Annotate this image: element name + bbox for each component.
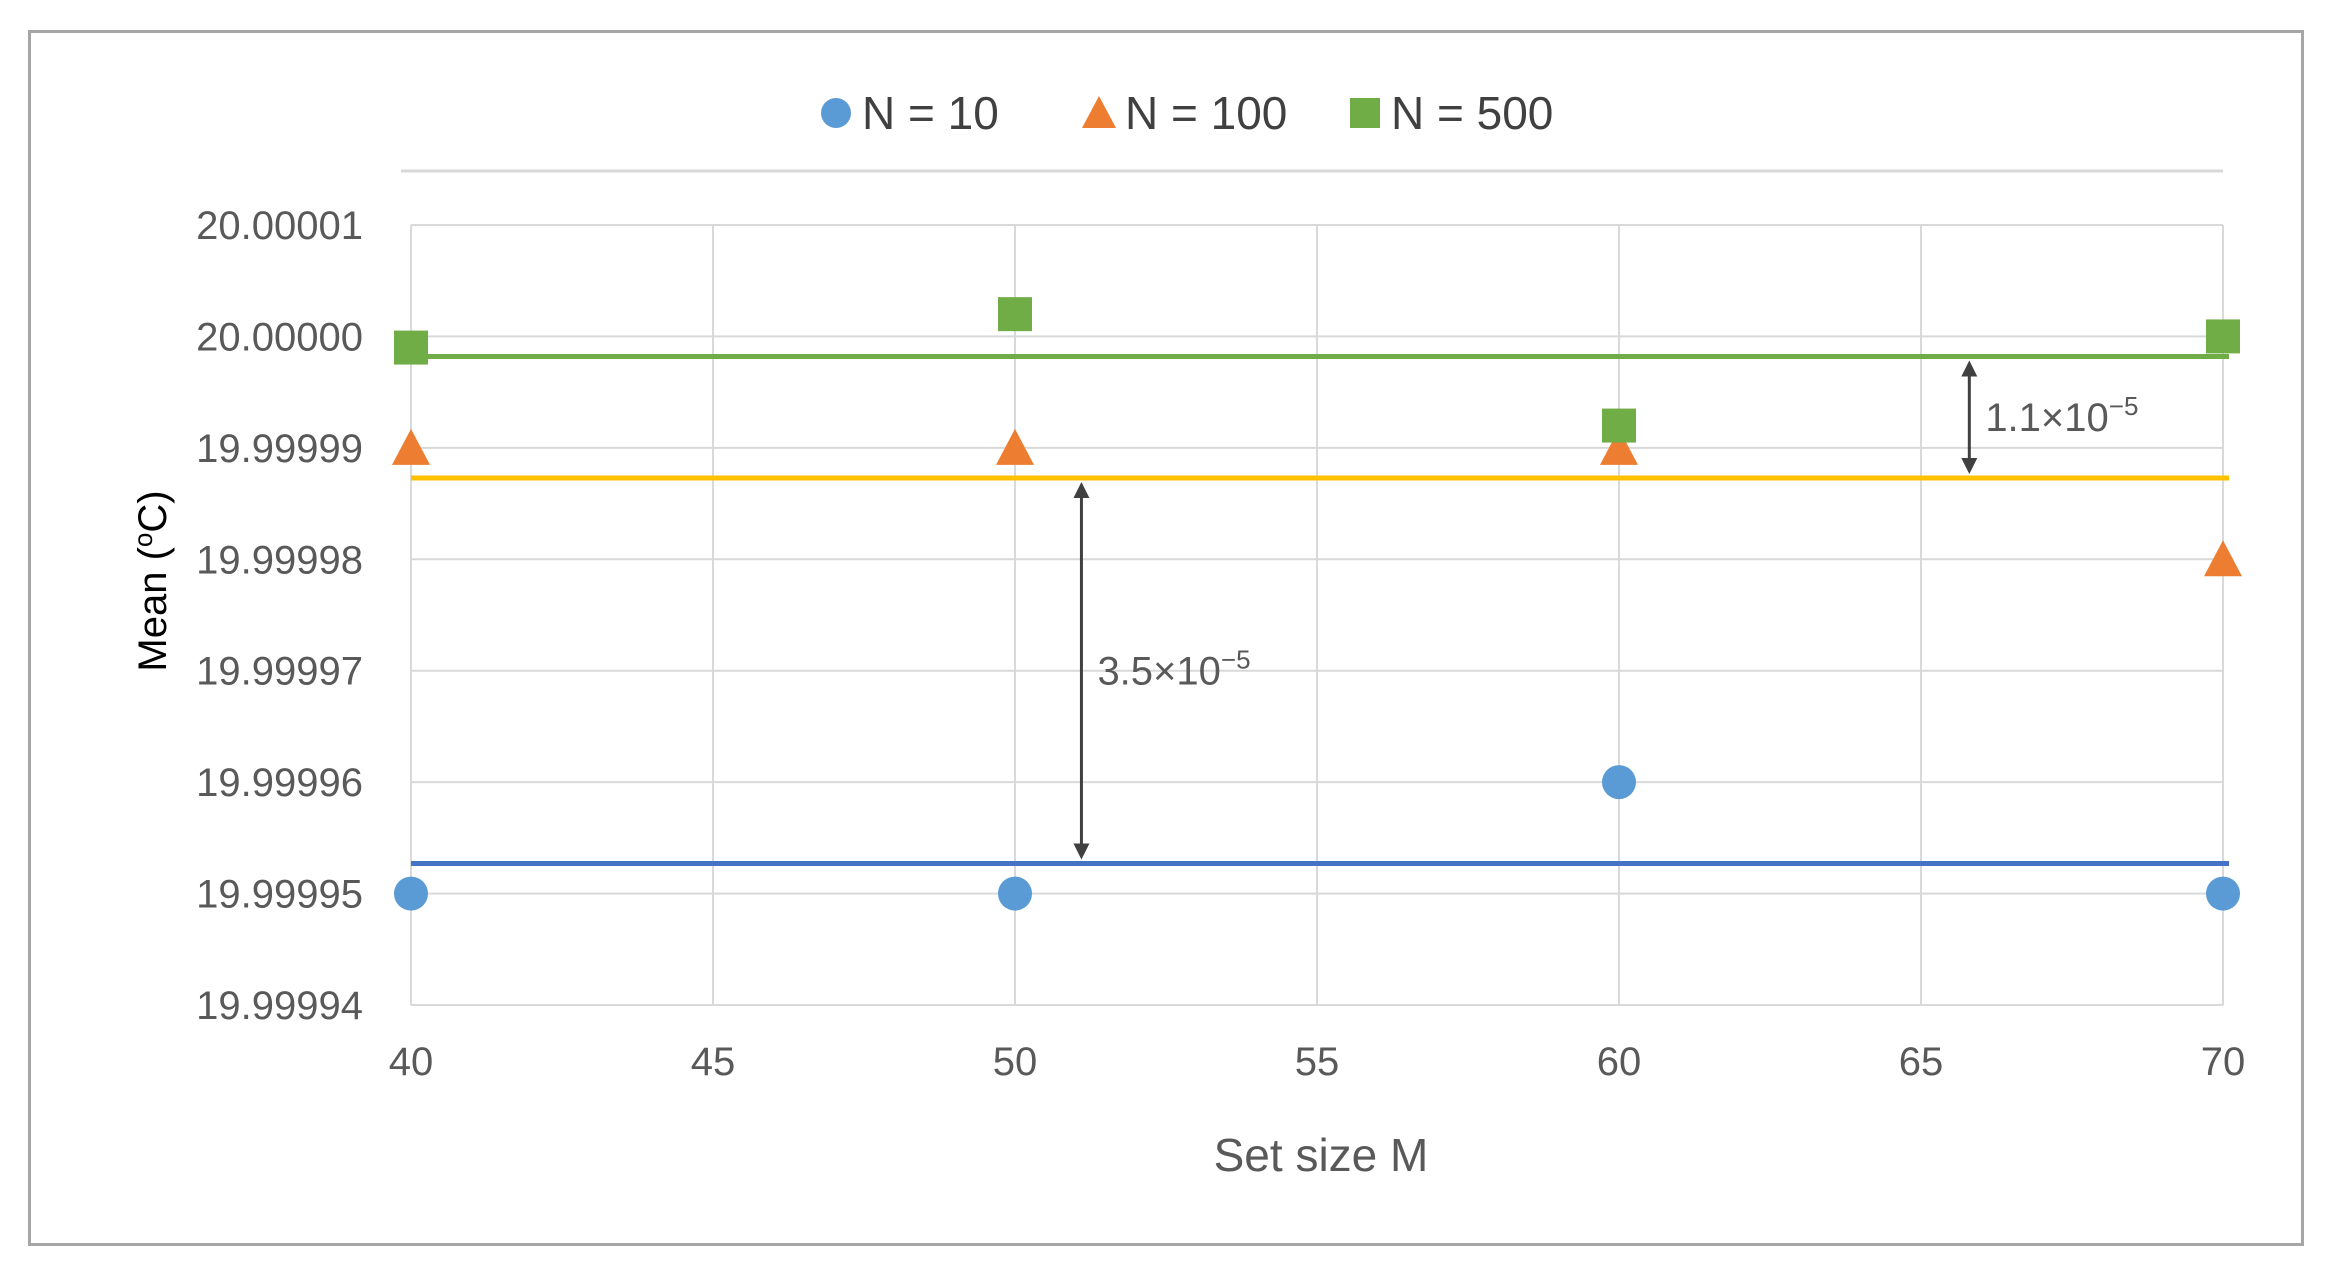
- y-axis-title: Mean (oC): [128, 490, 175, 671]
- y-tick-label: 20.00000: [196, 315, 363, 359]
- data-point: [394, 330, 428, 365]
- annotation-arrow-head: [1961, 360, 1978, 377]
- data-markers: [392, 297, 2242, 911]
- legend-marker: [821, 98, 851, 128]
- annotation-label-exponent: −5: [1221, 645, 1251, 675]
- legend-label: N = 500: [1391, 87, 1553, 139]
- y-tick-label: 19.99995: [196, 873, 363, 917]
- legend-marker: [1082, 96, 1116, 128]
- y-axis-title-suffix: C): [131, 490, 175, 532]
- data-point: [1602, 765, 1636, 800]
- y-axis-title-sup: o: [128, 533, 158, 547]
- data-point: [2204, 540, 2242, 577]
- y-tick-label: 19.99994: [196, 984, 363, 1028]
- x-tick-label: 55: [1295, 1040, 1340, 1084]
- annotation-arrow-head: [1073, 481, 1090, 498]
- legend: N = 10 N = 100 N = 500: [821, 87, 1553, 139]
- x-tick-label: 45: [691, 1040, 736, 1084]
- annotation-arrow-head: [1961, 457, 1978, 474]
- x-tick-label: 70: [2201, 1040, 2246, 1084]
- grid-layer: [401, 169, 2224, 1006]
- annotation-label-base: 1.1×10: [1985, 396, 2108, 440]
- y-axis-title-text: Mean (: [131, 546, 175, 671]
- annotation-arrow-head: [1073, 843, 1090, 860]
- annotations: 3.5×10−51.1×10−5: [1073, 360, 2138, 860]
- data-point: [1602, 408, 1636, 443]
- y-tick-label: 20.00001: [196, 204, 363, 248]
- chart-frame: 3.5×10−5 1.1×10−5 19.99994 19.99995 19.9999…: [28, 30, 2304, 1246]
- x-tick-label: 65: [1899, 1040, 1944, 1084]
- data-point: [2206, 876, 2240, 911]
- tick-labels: 19.99994 19.99995 19.99996 19.99997 19.99998…: [196, 204, 2245, 1084]
- annotation-label-base: 3.5×10: [1097, 650, 1220, 694]
- data-point: [2206, 319, 2240, 354]
- x-tick-label: 50: [993, 1040, 1038, 1084]
- y-tick-label: 19.99997: [196, 650, 363, 694]
- x-tick-label: 60: [1597, 1040, 1642, 1084]
- x-axis-title: Set size M: [1214, 1129, 1429, 1181]
- legend-label: N = 100: [1125, 87, 1287, 139]
- data-point: [1600, 428, 1638, 465]
- reference-lines: [411, 353, 2229, 866]
- data-point: [392, 428, 430, 465]
- y-tick-label: 19.99998: [196, 538, 363, 582]
- legend-label: N = 10: [862, 87, 999, 139]
- y-tick-label: 19.99999: [196, 427, 363, 471]
- data-point: [394, 876, 428, 911]
- data-point: [998, 876, 1032, 911]
- data-point: [996, 428, 1034, 465]
- annotation-label: 3.5×10−5: [1097, 645, 1250, 694]
- legend-marker: [1350, 98, 1380, 128]
- annotation-label-exponent: −5: [2109, 391, 2139, 421]
- chart-svg: 3.5×10−51.1×10−5 19.9999419.9999519.9999…: [128, 87, 2245, 1181]
- x-tick-label: 40: [389, 1040, 434, 1084]
- y-tick-label: 19.99996: [196, 761, 363, 805]
- annotation-label: 1.1×10−5: [1985, 391, 2138, 440]
- data-point: [998, 297, 1032, 332]
